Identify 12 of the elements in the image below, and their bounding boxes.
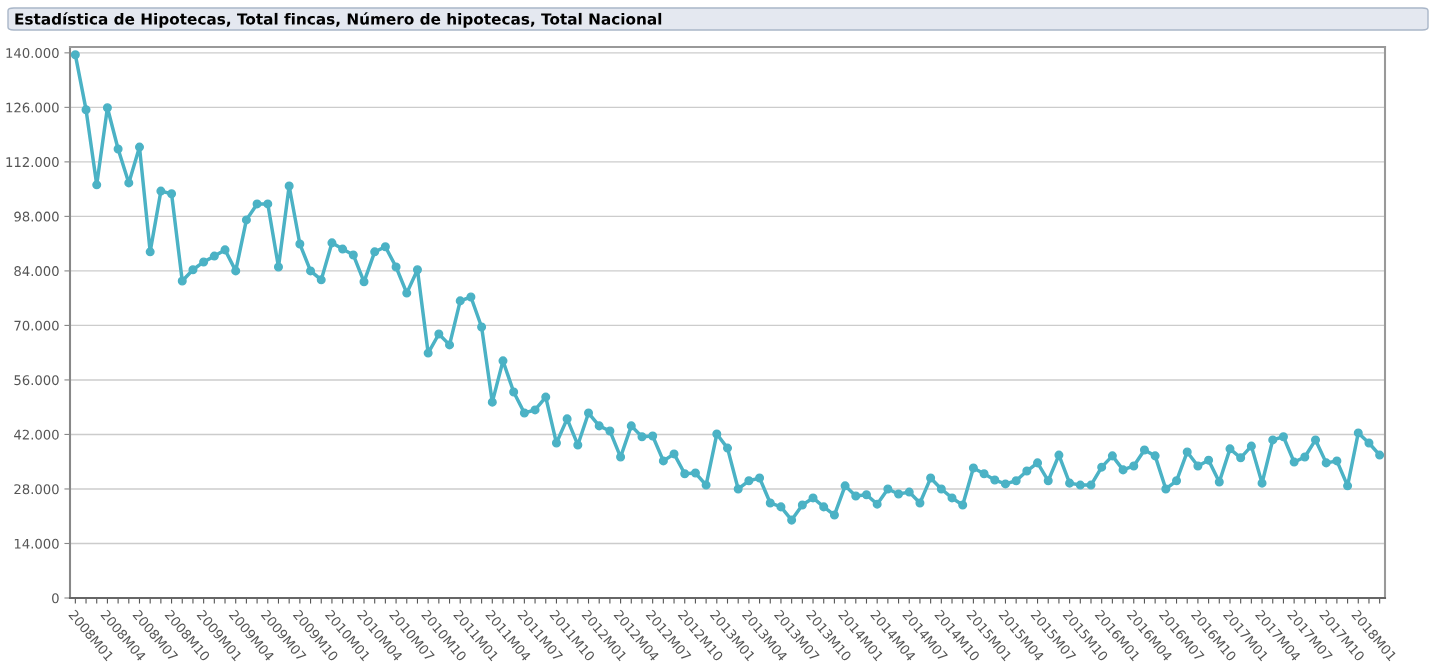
chart-title: Estadística de Hipotecas, Total fincas, Número de hipotecas, Total Nacional: [15, 12, 662, 28]
y-tick-label: 98.000: [14, 211, 59, 222]
y-tick-label: 112.000: [6, 157, 59, 168]
y-tick-label: 42.000: [14, 429, 59, 440]
y-tick-label: 28.000: [14, 484, 59, 495]
y-tick-label: 84.000: [14, 266, 59, 277]
y-tick-label: 14.000: [14, 538, 59, 549]
y-tick-label: 56.000: [14, 375, 59, 386]
y-tick-label: 0: [52, 593, 59, 604]
y-tick-label: 126.000: [6, 102, 59, 113]
y-tick-label: 140.000: [6, 48, 59, 59]
y-tick-label: 70.000: [14, 320, 59, 331]
